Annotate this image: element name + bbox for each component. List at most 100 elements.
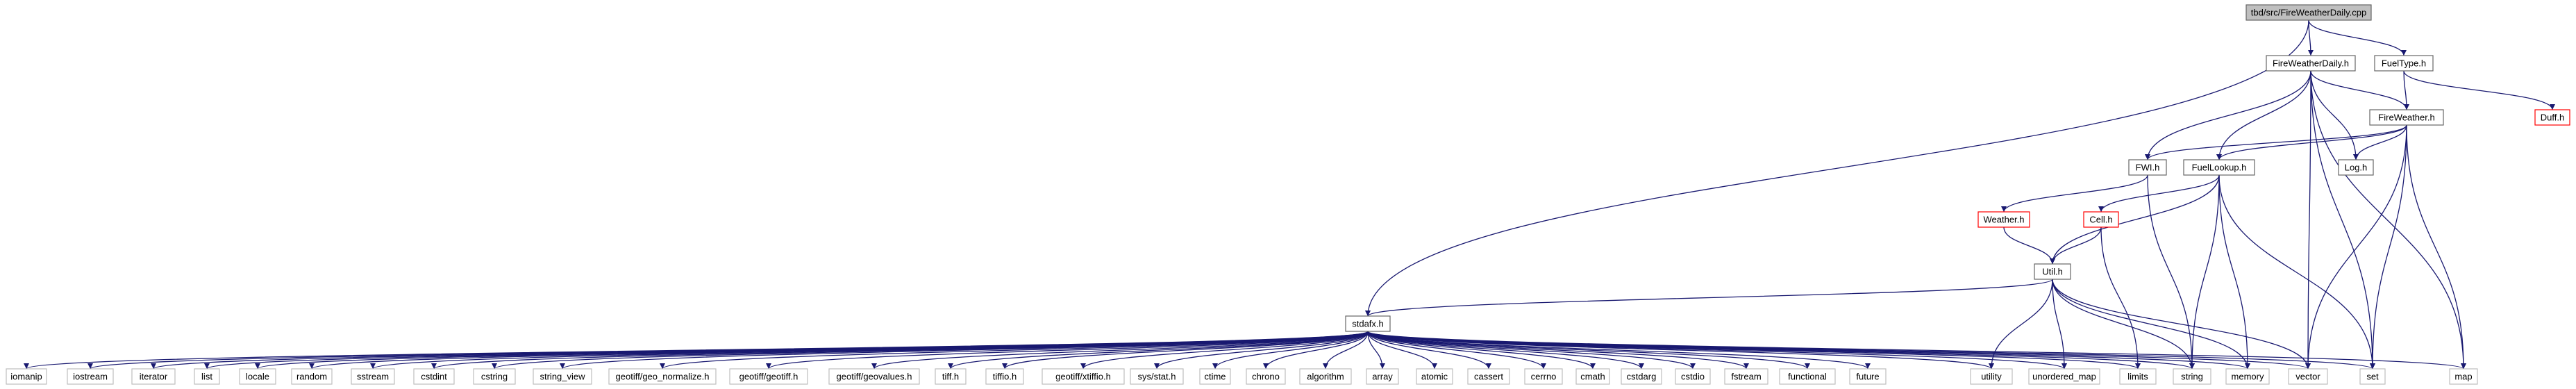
node-duff-h[interactable]: Duff.h: [2534, 109, 2570, 126]
edge-cell-h-to-limits: [2100, 226, 2141, 370]
node-box: [828, 368, 920, 385]
edge-fwi-h-to-weather-h: [2001, 174, 2148, 213]
edge-line: [2370, 124, 2407, 370]
edge-line: [2305, 124, 2407, 370]
node-unordered-map: unordered_map: [2028, 368, 2100, 385]
node-cell-h[interactable]: Cell.h: [2083, 211, 2119, 228]
node-label: geotiff/geovalues.h: [837, 372, 912, 382]
node-box: [2173, 368, 2211, 385]
node-label: FuelLookup.h: [2192, 163, 2247, 173]
node-tbd-src-fireweatherdaily-cpp[interactable]: tbd/src/FireWeatherDaily.cpp: [2245, 4, 2372, 21]
node-box: [1849, 368, 1887, 385]
node-box: [2034, 263, 2071, 280]
node-label: algorithm: [1307, 372, 1344, 382]
edge-stdafx-h-to-string: [1367, 331, 2195, 370]
edge-weather-h-to-util-h: [2003, 226, 2055, 265]
node-util-h[interactable]: Util.h: [2034, 263, 2071, 280]
node-fuellookup-h[interactable]: FuelLookup.h: [2183, 159, 2255, 176]
edge-util-h-to-stdafx-h: [1365, 279, 2053, 317]
node-fwi-h[interactable]: FWI.h: [2128, 159, 2167, 176]
edge-fireweatherdaily-h-to-log-h: [2310, 70, 2359, 160]
edge-line: [2310, 70, 2409, 110]
node-stdafx-h[interactable]: stdafx.h: [1345, 315, 1391, 332]
node-label: Cell.h: [2089, 215, 2112, 225]
edge-line: [1367, 331, 1546, 370]
node-cstdio: cstdio: [1675, 368, 1711, 385]
edge-stdafx-h-to-geo-normalize: [660, 331, 1369, 370]
node-box: [1345, 315, 1391, 332]
node-box: [2374, 55, 2434, 72]
node-label: iostream: [73, 372, 108, 382]
node-label: geotiff/geo_normalize.h: [616, 372, 710, 382]
edge-root-to-stdafx-h: [1365, 19, 2309, 317]
edge-fireweather-h-to-log-h: [2353, 124, 2407, 160]
node-log-h[interactable]: Log.h: [2338, 159, 2374, 176]
edge-util-h-to-vector: [2052, 279, 2311, 370]
edge-line: [2216, 70, 2311, 160]
node-box: [1724, 368, 1768, 385]
edge-line: [2403, 70, 2555, 110]
node-box: [2288, 368, 2328, 385]
edge-line: [1323, 331, 1369, 370]
edge-stdafx-h-to-set: [1367, 331, 2375, 370]
node-label: chrono: [1252, 372, 1280, 382]
edge-line: [766, 331, 1369, 370]
edge-line: [2100, 226, 2141, 370]
edge-stdafx-h-to-sys-stat: [1154, 331, 1369, 370]
node-geotiff-geo-normalize-h: geotiff/geo_normalize.h: [608, 368, 717, 385]
node-fireweatherdaily-h[interactable]: FireWeatherDaily.h: [2266, 55, 2356, 72]
edge-line: [2050, 174, 2220, 265]
node-box: [6, 368, 47, 385]
edge-stdafx-h-to-future: [1367, 331, 1871, 370]
node-box: [67, 368, 114, 385]
edge-line: [1367, 331, 2375, 370]
edge-stdafx-h-to-cstring: [492, 331, 1369, 370]
node-box: [1779, 368, 1836, 385]
node-box: [2028, 368, 2100, 385]
edge-line: [2050, 226, 2102, 265]
node-box: [1467, 368, 1510, 385]
edge-line: [1365, 279, 2053, 317]
node-atomic: atomic: [1416, 368, 1453, 385]
node-box: [239, 368, 276, 385]
node-box: [413, 368, 455, 385]
edge-line: [2403, 70, 2409, 110]
node-box: [2266, 55, 2356, 72]
edge-line: [871, 331, 1369, 370]
node-fueltype-h[interactable]: FuelType.h: [2374, 55, 2434, 72]
edge-line: [2218, 174, 2250, 370]
edge-util-h-to-string: [2052, 279, 2195, 370]
node-box: [1970, 368, 2013, 385]
node-box: [351, 368, 395, 385]
node-box: [1575, 368, 1610, 385]
edge-line: [2098, 174, 2220, 213]
edge-stdafx-h-to-functional: [1367, 331, 1810, 370]
edge-line: [1367, 331, 1871, 370]
edge-fuellookup-h-to-string: [2189, 174, 2220, 370]
edge-line: [87, 331, 1369, 370]
edge-fuellookup-h-to-set: [2218, 174, 2375, 370]
edge-fireweatherdaily-h-to-vector: [2305, 70, 2311, 370]
node-label: array: [1372, 372, 1393, 382]
node-box: [1621, 368, 1662, 385]
edge-line: [1367, 331, 2466, 370]
edge-fireweatherdaily-h-to-fireweather-h: [2310, 70, 2409, 110]
node-algorithm: algorithm: [1299, 368, 1352, 385]
node-cstring: cstring: [473, 368, 516, 385]
edge-line: [1080, 331, 1369, 370]
edge-line: [2147, 174, 2195, 370]
edge-stdafx-h-to-xtiffio: [1080, 331, 1369, 370]
edge-line: [1367, 331, 1749, 370]
edge-line: [2052, 279, 2250, 370]
node-box: [2083, 211, 2119, 228]
edge-line: [1367, 331, 1696, 370]
node-box: [1366, 368, 1399, 385]
edge-fireweatherdaily-h-to-fwi-h: [2145, 70, 2311, 160]
edge-line: [492, 331, 1369, 370]
node-fireweather-h[interactable]: FireWeather.h: [2369, 109, 2444, 126]
node-box: [1977, 211, 2030, 228]
node-label: sstream: [357, 372, 389, 382]
node-label: functional: [1788, 372, 1827, 382]
node-weather-h[interactable]: Weather.h: [1977, 211, 2030, 228]
node-box: [2119, 368, 2157, 385]
